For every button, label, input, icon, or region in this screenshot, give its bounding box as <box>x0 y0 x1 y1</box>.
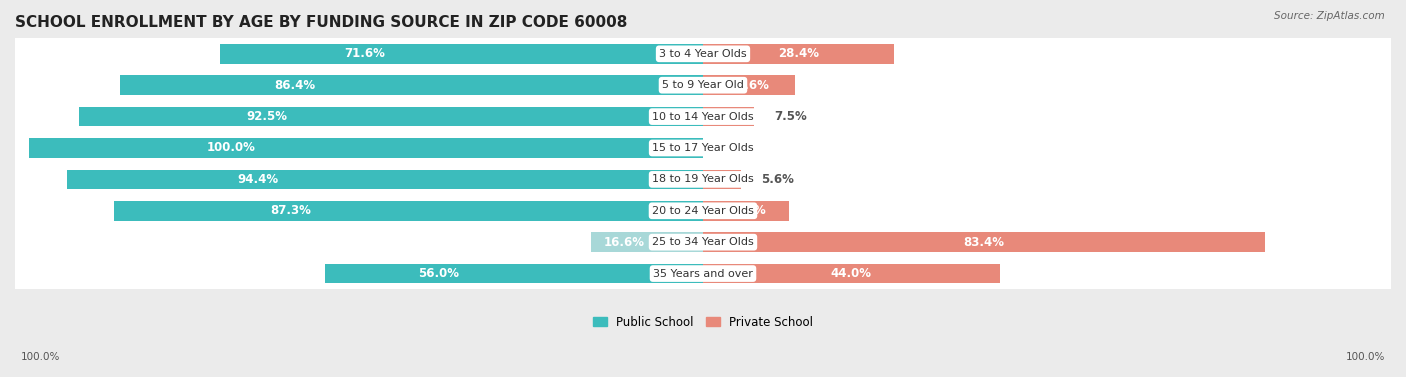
Text: 28.4%: 28.4% <box>779 47 820 60</box>
Bar <box>114 201 703 221</box>
FancyBboxPatch shape <box>13 215 1393 270</box>
Bar <box>79 107 703 126</box>
Text: 0.0%: 0.0% <box>724 141 756 155</box>
Text: 12.7%: 12.7% <box>725 204 766 217</box>
FancyBboxPatch shape <box>13 183 1393 238</box>
Bar <box>703 107 754 126</box>
Bar <box>703 233 1265 252</box>
Bar <box>703 75 794 95</box>
Text: 35 Years and over: 35 Years and over <box>652 268 754 279</box>
Bar <box>703 44 894 64</box>
FancyBboxPatch shape <box>13 246 1393 301</box>
Text: 44.0%: 44.0% <box>831 267 872 280</box>
FancyBboxPatch shape <box>13 58 1393 113</box>
Bar <box>325 264 703 283</box>
FancyBboxPatch shape <box>13 152 1393 207</box>
Bar <box>66 170 703 189</box>
Text: 100.0%: 100.0% <box>21 352 60 362</box>
Text: 20 to 24 Year Olds: 20 to 24 Year Olds <box>652 206 754 216</box>
Legend: Public School, Private School: Public School, Private School <box>593 316 813 329</box>
Text: 71.6%: 71.6% <box>344 47 385 60</box>
Text: 56.0%: 56.0% <box>418 267 460 280</box>
Text: Source: ZipAtlas.com: Source: ZipAtlas.com <box>1274 11 1385 21</box>
Text: 87.3%: 87.3% <box>270 204 311 217</box>
Bar <box>28 138 703 158</box>
Text: 15 to 17 Year Olds: 15 to 17 Year Olds <box>652 143 754 153</box>
Text: 25 to 34 Year Olds: 25 to 34 Year Olds <box>652 237 754 247</box>
Text: 10 to 14 Year Olds: 10 to 14 Year Olds <box>652 112 754 122</box>
Text: 100.0%: 100.0% <box>1346 352 1385 362</box>
Bar <box>221 44 703 64</box>
Bar <box>703 264 1000 283</box>
Text: 86.4%: 86.4% <box>274 79 316 92</box>
FancyBboxPatch shape <box>13 120 1393 176</box>
FancyBboxPatch shape <box>13 89 1393 144</box>
Text: 3 to 4 Year Olds: 3 to 4 Year Olds <box>659 49 747 59</box>
Bar <box>703 201 789 221</box>
Text: 94.4%: 94.4% <box>236 173 278 186</box>
Text: 7.5%: 7.5% <box>775 110 807 123</box>
Text: 5 to 9 Year Old: 5 to 9 Year Old <box>662 80 744 90</box>
Text: 100.0%: 100.0% <box>207 141 256 155</box>
Text: 16.6%: 16.6% <box>605 236 645 249</box>
Text: 18 to 19 Year Olds: 18 to 19 Year Olds <box>652 175 754 184</box>
FancyBboxPatch shape <box>13 26 1393 81</box>
Text: SCHOOL ENROLLMENT BY AGE BY FUNDING SOURCE IN ZIP CODE 60008: SCHOOL ENROLLMENT BY AGE BY FUNDING SOUR… <box>15 15 627 30</box>
Bar <box>703 170 741 189</box>
Text: 92.5%: 92.5% <box>246 110 287 123</box>
Text: 5.6%: 5.6% <box>762 173 794 186</box>
Text: 83.4%: 83.4% <box>963 236 1005 249</box>
Bar <box>591 233 703 252</box>
Bar <box>121 75 703 95</box>
Text: 13.6%: 13.6% <box>728 79 769 92</box>
